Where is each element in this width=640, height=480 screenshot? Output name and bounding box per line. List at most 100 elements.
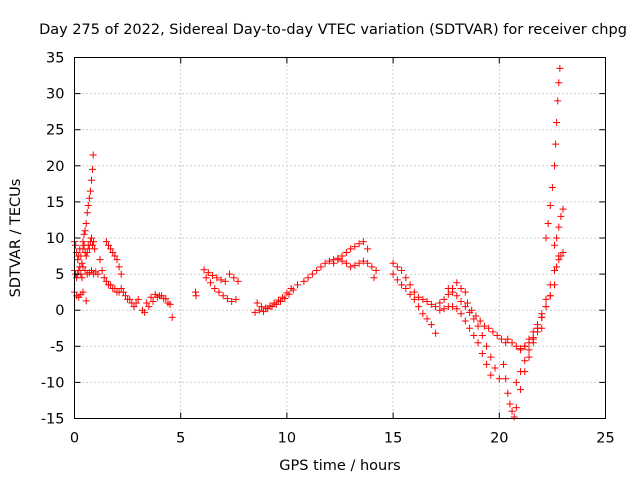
data-point <box>542 303 550 311</box>
y-tick-label: 0 <box>55 303 64 319</box>
data-point <box>510 413 518 421</box>
data-point <box>406 281 414 289</box>
data-point <box>449 303 457 311</box>
data-point <box>389 259 397 267</box>
data-point <box>78 274 86 282</box>
data-point <box>74 256 82 264</box>
data-point <box>162 295 170 303</box>
data-point <box>168 313 176 321</box>
data-point <box>78 259 86 267</box>
y-tick-label: -5 <box>50 339 64 355</box>
y-tick-label: 20 <box>46 159 64 175</box>
data-point <box>551 266 559 274</box>
data-point <box>406 290 414 298</box>
data-point <box>87 234 95 242</box>
data-point <box>270 299 278 307</box>
data-point <box>126 295 134 303</box>
data-point <box>266 302 274 310</box>
data-point <box>427 300 435 308</box>
data-point <box>72 241 80 249</box>
series-arc-20 <box>389 270 440 337</box>
data-point <box>556 64 564 72</box>
series-arc-24 <box>463 299 510 347</box>
data-point <box>410 295 418 303</box>
data-point <box>147 293 155 301</box>
data-point <box>351 243 359 251</box>
x-axis-label: GPS time / hours <box>279 458 400 474</box>
data-point <box>440 295 448 303</box>
data-point <box>538 324 546 332</box>
data-point <box>75 266 83 274</box>
data-point <box>260 308 268 316</box>
data-point <box>113 256 121 264</box>
data-point <box>554 97 562 105</box>
y-tick-label: 35 <box>46 51 64 67</box>
data-point <box>109 248 117 256</box>
data-point <box>91 245 99 253</box>
data-point <box>100 274 108 282</box>
data-point <box>209 272 217 280</box>
data-point <box>453 305 461 313</box>
data-point <box>283 289 291 297</box>
data-point <box>166 300 174 308</box>
data-point <box>317 263 325 271</box>
data-point <box>389 270 397 278</box>
data-point <box>468 306 476 314</box>
data-point <box>81 266 89 274</box>
series-arc-22 <box>444 285 503 383</box>
data-point <box>370 274 378 282</box>
data-point <box>393 276 401 284</box>
series-arc-26 <box>512 281 559 386</box>
data-point <box>85 194 93 202</box>
axes: 0 5 10 15 20 25 -15 -10 -5 0 5 10 15 20 25 30 35 <box>41 51 615 447</box>
data-point <box>559 248 567 256</box>
data-point <box>102 277 110 285</box>
data-point <box>90 238 98 246</box>
data-point <box>215 288 223 296</box>
x-tick-label: 15 <box>384 431 402 447</box>
series-arc-25 <box>500 252 563 421</box>
data-point <box>334 256 342 264</box>
data-point <box>134 295 142 303</box>
data-point <box>555 256 563 264</box>
data-point <box>217 276 225 284</box>
data-point <box>325 257 333 265</box>
data-point <box>555 223 563 231</box>
data-point <box>232 295 240 303</box>
data-point <box>502 339 510 347</box>
data-point <box>347 245 355 253</box>
data-point <box>521 342 529 350</box>
data-point <box>453 292 461 300</box>
data-point <box>347 263 355 271</box>
series-arc-1 <box>71 234 99 267</box>
data-point <box>102 238 110 246</box>
data-point <box>440 305 448 313</box>
data-point <box>83 248 91 256</box>
data-point <box>557 252 565 260</box>
data-point <box>546 202 554 210</box>
data-point <box>461 317 469 325</box>
data-point <box>548 183 556 191</box>
data-point <box>497 335 505 343</box>
series-arc-6 <box>82 297 90 305</box>
data-point <box>525 346 533 354</box>
data-point <box>342 259 350 267</box>
plot-frame <box>74 57 606 419</box>
data-point <box>453 279 461 287</box>
series-arc-7 <box>102 238 125 278</box>
data-point <box>226 270 234 278</box>
y-tick-label: 30 <box>46 87 64 103</box>
data-point <box>355 240 363 248</box>
data-point <box>342 248 350 256</box>
data-point <box>487 371 495 379</box>
data-point <box>330 259 338 267</box>
data-point <box>141 308 149 316</box>
data-point <box>221 277 229 285</box>
data-point <box>89 151 97 159</box>
data-point <box>472 312 480 320</box>
data-point <box>432 303 440 311</box>
data-point <box>107 245 115 253</box>
data-point <box>359 257 367 265</box>
data-point <box>427 321 435 329</box>
data-point <box>551 241 559 249</box>
